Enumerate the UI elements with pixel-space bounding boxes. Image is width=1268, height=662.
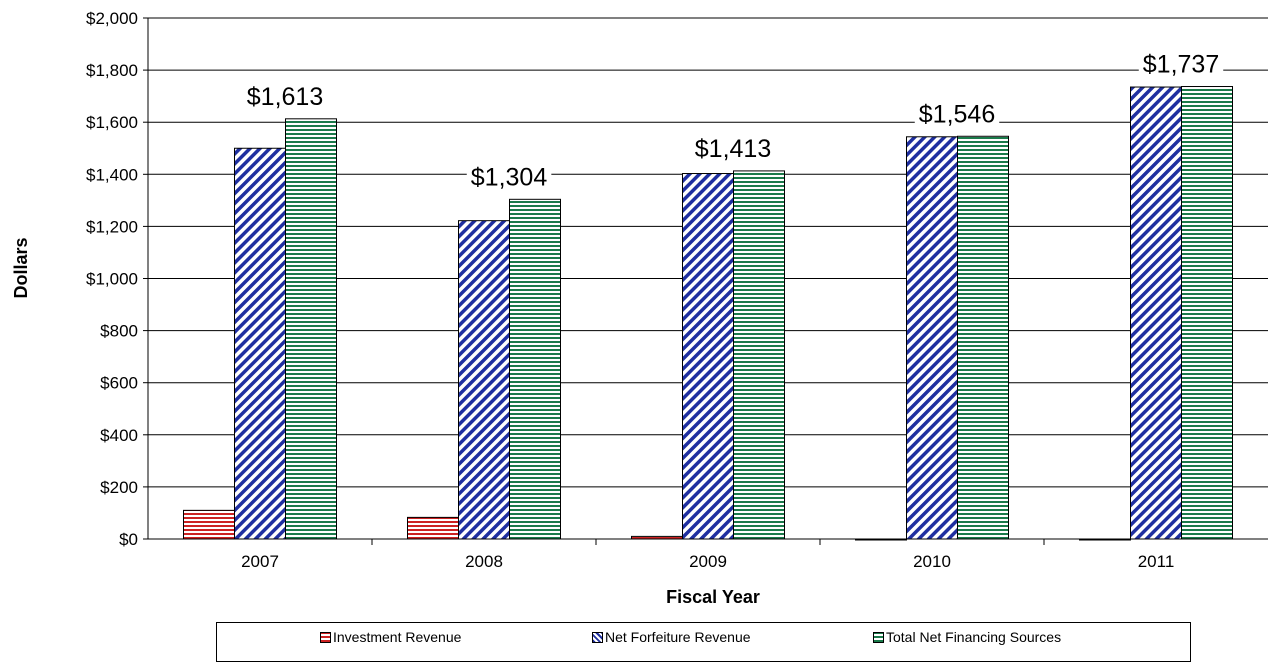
legend: Investment Revenue Net Forfeiture Revenu…	[216, 622, 1191, 662]
y-tick-label: $400	[100, 426, 138, 445]
legend-swatch-red	[320, 631, 331, 643]
data-label-background	[242, 82, 328, 111]
data-label-background	[690, 134, 776, 163]
data-label-background	[914, 100, 1000, 129]
bar-total-net-financing-sources	[733, 170, 785, 540]
x-tick-label: 2008	[465, 552, 503, 571]
chart: $0 $200 $400 $600 $800 $1,000 $1,200 $1,400 $1,6…	[11, 9, 1268, 607]
bar-total-net-financing-sources	[509, 198, 561, 540]
bar-net-forfeiture-revenue	[682, 173, 734, 540]
data-label-background	[466, 163, 552, 192]
bar-total-net-financing-sources	[957, 135, 1009, 540]
bar-net-forfeiture-revenue	[906, 136, 958, 540]
y-tick-label: $0	[119, 530, 138, 549]
y-axis-title: Dollars	[11, 237, 31, 298]
data-label: $1,413	[695, 135, 771, 163]
y-tick-label: $2,000	[86, 9, 138, 28]
data-label: $1,546	[919, 100, 995, 128]
x-tick-label: 2011	[1138, 552, 1175, 571]
bar-net-forfeiture-revenue	[1130, 86, 1182, 540]
y-tick-label: $200	[100, 478, 138, 497]
bar-investment-revenue	[407, 516, 459, 540]
legend-swatch-blue	[592, 631, 603, 643]
axes: $0 $200 $400 $600 $800 $1,000 $1,200 $1,400 $1,6…	[86, 9, 1268, 571]
legend-swatch-green	[873, 631, 884, 643]
bar-net-forfeiture-revenue	[458, 220, 510, 540]
x-tick-label: 2009	[689, 552, 727, 571]
y-tick-label: $1,400	[86, 165, 138, 184]
x-tick-label: 2007	[241, 552, 279, 571]
data-label-background	[1138, 50, 1224, 79]
y-tick-label: $1,200	[86, 217, 138, 236]
legend-label: Investment Revenue	[333, 629, 462, 645]
y-tick-label: $1,000	[86, 270, 138, 289]
legend-label: Net Forfeiture Revenue	[605, 629, 751, 645]
labels: $1,613 $1,304 $1,413 $1,546 $1,737	[242, 50, 1224, 192]
data-label: $1,613	[247, 83, 323, 111]
legend-item-net-forfeiture-revenue: Net Forfeiture Revenue	[592, 629, 751, 645]
x-tick-label: 2010	[913, 552, 951, 571]
bar-total-net-financing-sources	[285, 118, 337, 540]
data-label: $1,737	[1143, 51, 1219, 79]
bar-total-net-financing-sources	[1181, 86, 1233, 540]
bar-net-forfeiture-revenue	[234, 147, 286, 540]
legend-label: Total Net Financing Sources	[886, 629, 1062, 645]
data-label: $1,304	[471, 163, 548, 191]
y-tick-label: $600	[100, 374, 138, 393]
y-tick-label: $800	[100, 322, 138, 341]
x-axis-title: Fiscal Year	[666, 587, 760, 607]
bar-investment-revenue	[183, 509, 235, 540]
legend-item-investment-revenue: Investment Revenue	[320, 629, 461, 645]
y-tick-label: $1,800	[86, 61, 138, 80]
legend-item-total-net-financing-sources: Total Net Financing Sources	[873, 629, 1061, 645]
y-tick-label: $1,600	[86, 113, 138, 132]
